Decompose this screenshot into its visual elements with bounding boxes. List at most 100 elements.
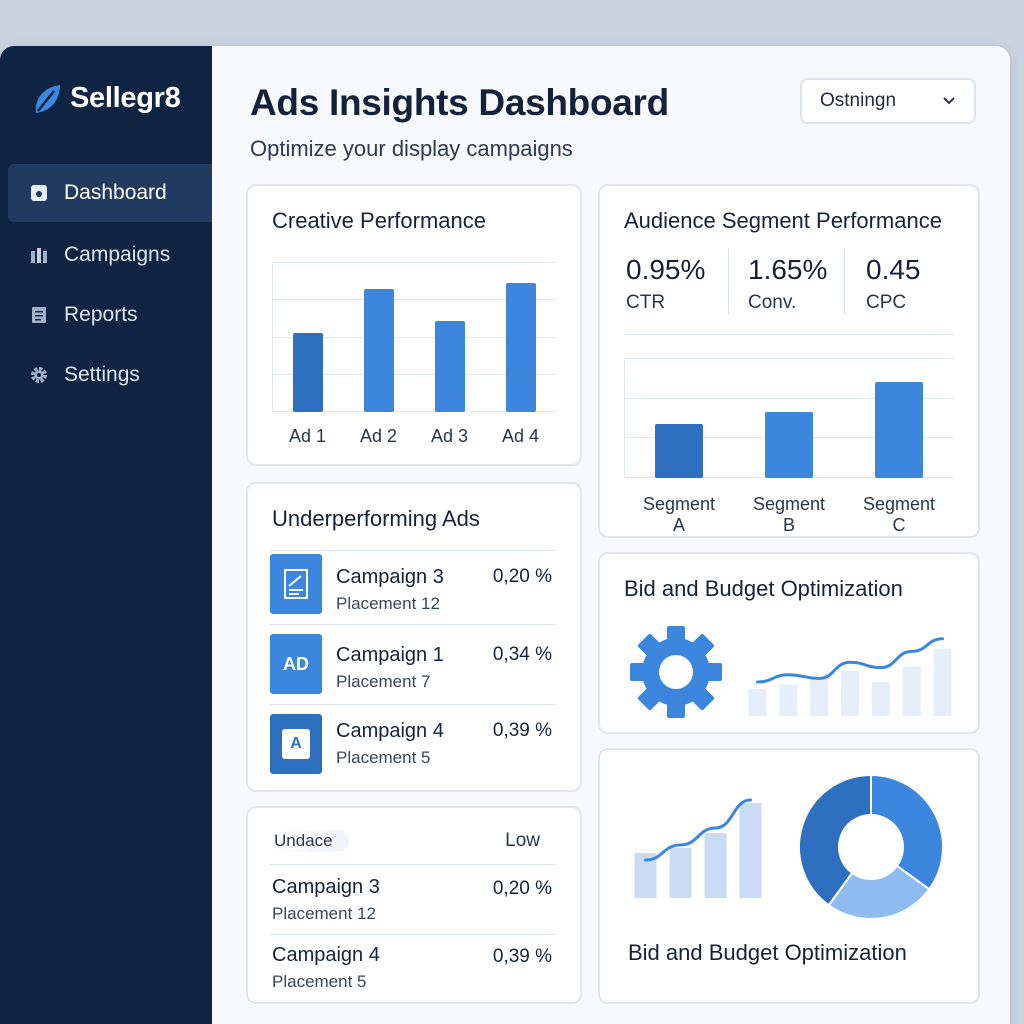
dashboard-icon xyxy=(31,185,47,201)
kpi-cpc-value: 0.45 xyxy=(866,254,921,285)
page-title: Ads Insights Dashboard xyxy=(250,82,669,123)
row-campaign-name[interactable]: Campaign 4 xyxy=(272,944,380,966)
kpi-divider xyxy=(844,248,845,314)
sidebar-item-label: Settings xyxy=(64,363,140,386)
mini-bar xyxy=(841,671,859,716)
table-header-label[interactable]: Undace xyxy=(270,830,349,852)
brand-name: Sellegr8 xyxy=(70,82,181,114)
bar-segment-b[interactable] xyxy=(765,412,813,478)
text-ad-letter: A xyxy=(282,729,310,759)
kpi-conv-label: Conv. xyxy=(748,292,797,313)
gear-icon xyxy=(630,626,722,718)
bar-ad-4[interactable] xyxy=(505,283,536,412)
x-tick-label: Segment C xyxy=(862,494,936,535)
donut-slice xyxy=(827,864,931,920)
creative-performance-card: Creative Performance Ad 1 Ad 2 Ad 3 Ad 4 xyxy=(246,184,582,466)
kpi-divider xyxy=(728,248,729,314)
x-tick-label: Segment A xyxy=(642,494,716,535)
row-divider xyxy=(270,864,556,865)
sidebar-item-label: Dashboard xyxy=(64,181,167,204)
kpi-chart-divider xyxy=(624,334,954,335)
kpi-cpc-label: CPC xyxy=(866,292,907,313)
sidebar-item-settings[interactable]: Settings xyxy=(8,346,212,404)
underperforming-ads-card: Underperforming Ads Campaign 3 Placement… xyxy=(246,482,582,792)
sidebar-item-dashboard[interactable]: Dashboard xyxy=(8,164,212,222)
filter-select[interactable]: Ostningn xyxy=(800,78,976,124)
bid-budget-card: Bid and Budget Optimization xyxy=(598,552,980,734)
row-campaign-name[interactable]: Campaign 1 xyxy=(336,644,444,666)
row-campaign-name[interactable]: Campaign 4 xyxy=(336,720,444,742)
trend-line xyxy=(755,637,945,684)
x-tick-label: Ad 4 xyxy=(501,426,540,446)
leaf-logo-icon xyxy=(35,84,60,113)
ad-badge-text: AD xyxy=(283,653,309,674)
gridline xyxy=(624,398,954,399)
mini-bar xyxy=(669,848,692,898)
kpi-conv-value: 1.65% xyxy=(748,254,828,285)
card-title: Bid and Budget Optimization xyxy=(624,576,903,601)
card-title: Underperforming Ads xyxy=(272,506,480,531)
bar-ad-1[interactable] xyxy=(292,332,323,412)
row-divider xyxy=(270,934,556,935)
brand[interactable]: Sellegr8 xyxy=(32,82,181,115)
gridline xyxy=(272,299,556,300)
x-tick-label: Ad 1 xyxy=(288,426,327,446)
bar-segment-a[interactable] xyxy=(655,424,703,478)
row-value: 0,39 % xyxy=(492,946,552,967)
mini-bar xyxy=(634,853,657,898)
campaign-table-card: Undace Low Campaign 3 Placement 12 0,20 … xyxy=(246,806,582,1004)
sidebar-item-label: Campaigns xyxy=(64,243,171,266)
sidebar-item-reports[interactable]: Reports xyxy=(8,286,212,344)
table-header-sort[interactable]: Low xyxy=(505,830,540,851)
bar-ad-3[interactable] xyxy=(434,320,465,412)
card-title: Creative Performance xyxy=(272,208,486,233)
mini-bar xyxy=(810,678,829,716)
card-title: Audience Segment Performance xyxy=(624,208,942,233)
text-ad-icon: A xyxy=(270,714,322,774)
campaigns-icon xyxy=(31,248,47,263)
row-campaign-name[interactable]: Campaign 3 xyxy=(336,566,444,588)
x-tick-label: Ad 3 xyxy=(430,426,469,446)
row-placement: Placement 5 xyxy=(272,972,367,991)
audience-segment-card: Audience Segment Performance 0.95% CTR 1… xyxy=(598,184,980,538)
mini-bar xyxy=(779,684,798,716)
chevron-down-icon xyxy=(943,97,955,105)
budget-trend-chart xyxy=(634,798,762,898)
gridline xyxy=(272,337,556,338)
row-value: 0,20 % xyxy=(492,878,552,899)
card-title: Bid and Budget Optimization xyxy=(628,940,907,965)
row-divider xyxy=(270,624,556,625)
mini-bar xyxy=(871,681,890,716)
gridline xyxy=(272,374,556,375)
document-icon xyxy=(270,554,322,614)
bar-ad-2[interactable] xyxy=(363,289,394,412)
x-tick-label: Ad 2 xyxy=(359,426,398,446)
row-placement: Placement 7 xyxy=(336,672,431,691)
app-window: Sellegr8 Dashboard Campaigns Reports Set… xyxy=(0,46,1010,1024)
bid-trend-chart xyxy=(748,637,952,716)
row-campaign-name[interactable]: Campaign 3 xyxy=(272,876,380,898)
row-value: 0,20 % xyxy=(492,566,552,587)
ad-badge-icon: AD xyxy=(270,634,322,694)
trend-line xyxy=(644,798,752,862)
sidebar: Sellegr8 Dashboard Campaigns Reports Set… xyxy=(0,46,212,1024)
row-divider xyxy=(270,550,556,551)
creative-x-axis: Ad 1 Ad 2 Ad 3 Ad 4 xyxy=(272,426,556,450)
audience-bar-chart xyxy=(624,358,954,478)
creative-bar-chart xyxy=(272,262,556,412)
row-placement: Placement 12 xyxy=(336,594,440,613)
filter-select-value: Ostningn xyxy=(820,90,897,111)
gridline xyxy=(272,411,556,412)
mini-bar xyxy=(902,666,921,716)
mini-bar xyxy=(739,803,762,898)
gridline xyxy=(272,262,556,263)
gear-icon xyxy=(31,367,47,383)
kpi-ctr-value: 0.95% xyxy=(626,254,706,285)
mini-bar xyxy=(704,833,727,898)
row-value: 0,34 % xyxy=(492,644,552,665)
reports-icon xyxy=(32,307,46,323)
sidebar-item-campaigns[interactable]: Campaigns xyxy=(8,226,212,284)
row-value: 0,39 % xyxy=(492,720,552,741)
bar-segment-c[interactable] xyxy=(875,382,923,478)
row-placement: Placement 12 xyxy=(272,904,376,923)
